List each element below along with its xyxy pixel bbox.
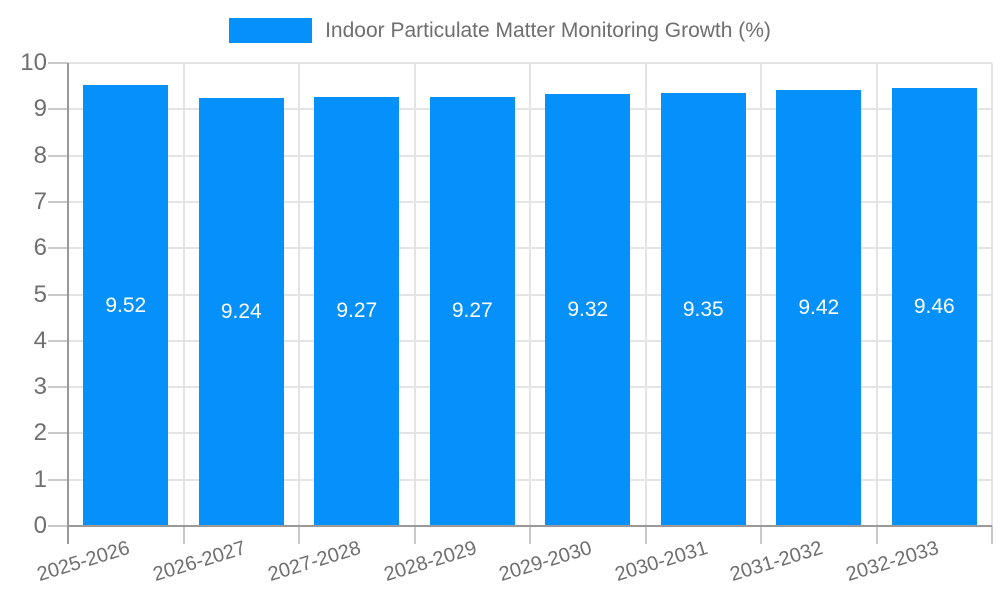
- y-axis-tick: [48, 62, 68, 64]
- y-axis-tick-label: 9: [33, 95, 47, 123]
- x-axis-tick-label: 2026-2027: [150, 536, 248, 586]
- x-axis-line: [67, 525, 992, 527]
- y-axis-tick: [48, 432, 68, 435]
- x-axis-tick: [182, 526, 185, 544]
- x-axis-tick: [760, 526, 762, 544]
- x-axis-tick-label: 2027-2028: [265, 536, 364, 586]
- bar: [660, 93, 746, 526]
- y-axis-tick: [48, 293, 68, 296]
- gridline: [298, 63, 300, 526]
- bar-value-label: 9.35: [682, 297, 724, 321]
- y-axis-tick-label: 8: [33, 141, 47, 169]
- gridline: [413, 63, 416, 526]
- x-axis-tick-label: 2029-2030: [496, 536, 595, 586]
- bar: [545, 94, 631, 526]
- legend-swatch: [229, 18, 313, 43]
- y-axis-tick-label: 3: [33, 373, 47, 401]
- y-axis-tick: [48, 386, 68, 389]
- bar-value-label: 9.52: [105, 293, 147, 317]
- x-axis-tick-label: 2032-2033: [843, 536, 941, 586]
- x-axis-tick: [875, 526, 878, 544]
- bar-value-label: 9.24: [220, 300, 262, 324]
- y-axis-tick-label: 6: [33, 234, 47, 262]
- gridline: [182, 63, 185, 526]
- bar: [314, 96, 400, 526]
- y-axis-tick: [48, 478, 68, 481]
- x-axis-tick: [644, 526, 647, 544]
- y-axis-tick: [48, 108, 68, 111]
- y-axis-tick: [48, 339, 68, 342]
- bar: [198, 98, 284, 526]
- y-axis-tick-label: 0: [33, 512, 47, 539]
- x-axis-tick-label: 2025-2026: [34, 536, 133, 586]
- y-axis-line: [67, 63, 69, 544]
- y-axis-tick: [48, 200, 68, 203]
- y-axis-tick-label: 5: [33, 280, 47, 308]
- x-axis-tick: [529, 526, 531, 544]
- bar: [429, 96, 515, 526]
- gridline: [529, 63, 531, 526]
- x-axis-tick-label: 2030-2031: [612, 536, 710, 586]
- y-axis-tick-label: 10: [20, 49, 47, 76]
- bar: [891, 88, 977, 526]
- bar-value-label: 9.42: [798, 295, 840, 319]
- bar-value-label: 9.27: [451, 299, 493, 323]
- x-axis-tick-label: 2028-2029: [381, 536, 479, 586]
- y-axis-tick: [48, 525, 68, 527]
- bar: [83, 85, 169, 526]
- x-axis-tick: [413, 526, 416, 544]
- y-axis-tick: [48, 154, 68, 157]
- y-axis-tick-label: 2: [33, 419, 47, 447]
- gridline: [644, 63, 647, 526]
- bar: [776, 89, 862, 526]
- y-axis-tick-label: 1: [33, 465, 47, 493]
- gridline: [875, 63, 878, 526]
- x-axis-tick: [991, 526, 993, 544]
- gridline: [991, 63, 993, 526]
- y-axis-tick: [48, 247, 68, 250]
- y-axis-tick-label: 4: [33, 326, 47, 354]
- x-axis-tick: [298, 526, 300, 544]
- legend-label: Indoor Particulate Matter Monitoring Gro…: [325, 18, 771, 42]
- x-axis-tick-label: 2031-2032: [727, 536, 826, 586]
- gridline: [760, 63, 762, 526]
- y-axis-tick-label: 7: [33, 187, 47, 215]
- bar-value-label: 9.46: [913, 295, 955, 318]
- bar-value-label: 9.27: [336, 299, 378, 323]
- bar-value-label: 9.32: [567, 298, 609, 322]
- legend[interactable]: Indoor Particulate Matter Monitoring Gro…: [0, 18, 1000, 43]
